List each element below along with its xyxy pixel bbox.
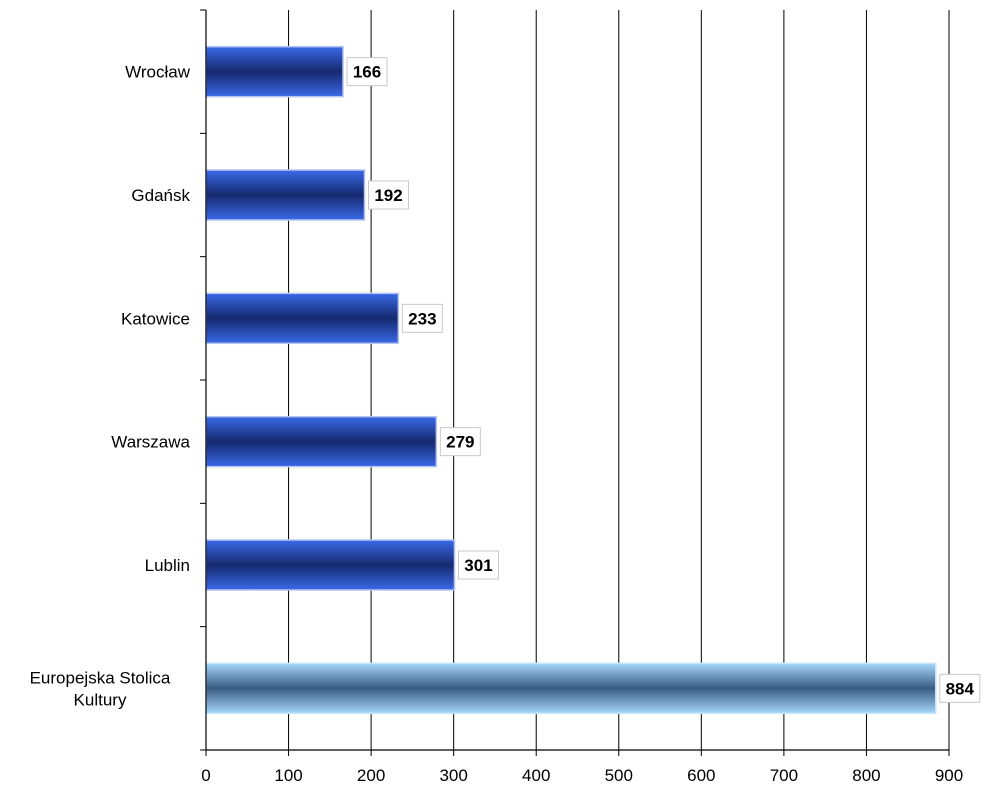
x-tick-label-300: 300: [439, 766, 467, 785]
bars: [205, 45, 937, 715]
data-label-box-4: [439, 427, 481, 457]
x-tick-label-0: 0: [201, 766, 210, 785]
data-label-box-5: [457, 550, 499, 580]
category-label-1: Wrocław: [125, 63, 191, 82]
data-label-5: 301: [464, 556, 492, 575]
category-label-2: Gdańsk: [131, 186, 190, 205]
bar-6: [205, 662, 937, 715]
bar-4: [205, 415, 438, 468]
bar-5: [205, 539, 456, 591]
x-tick-label-100: 100: [274, 766, 302, 785]
x-tick-label-400: 400: [522, 766, 550, 785]
axes: [200, 9, 950, 756]
category-label-6: Europejska Stolica Kultury: [30, 668, 171, 709]
category-label-5: Lublin: [145, 556, 190, 575]
gridlines: [288, 10, 867, 750]
data-label-box-6: [939, 673, 981, 703]
category-label-4: Warszawa: [111, 433, 190, 452]
bar-1: [205, 45, 344, 98]
x-tick-label-500: 500: [605, 766, 633, 785]
data-label-box-2: [368, 180, 410, 210]
data-label-box-3: [401, 303, 443, 333]
data-label-2: 192: [374, 186, 402, 205]
x-tick-label-200: 200: [357, 766, 385, 785]
data-label-3: 233: [408, 309, 436, 328]
data-label-1: 166: [353, 63, 381, 82]
data-label-4: 279: [446, 433, 474, 452]
category-label-3: Katowice: [121, 309, 190, 328]
x-tick-label-800: 800: [852, 766, 880, 785]
x-tick-label-900: 900: [935, 766, 963, 785]
bar-3: [205, 292, 400, 345]
data-label-box-1: [346, 57, 388, 87]
x-tick-label-600: 600: [687, 766, 715, 785]
data-label-6: 884: [946, 679, 975, 698]
x-tick-label-700: 700: [770, 766, 798, 785]
labels: 166 Wrocław 192 Gdańsk 233 Katowice 279 Warszaw…: [30, 57, 981, 785]
bar-2: [205, 169, 366, 221]
